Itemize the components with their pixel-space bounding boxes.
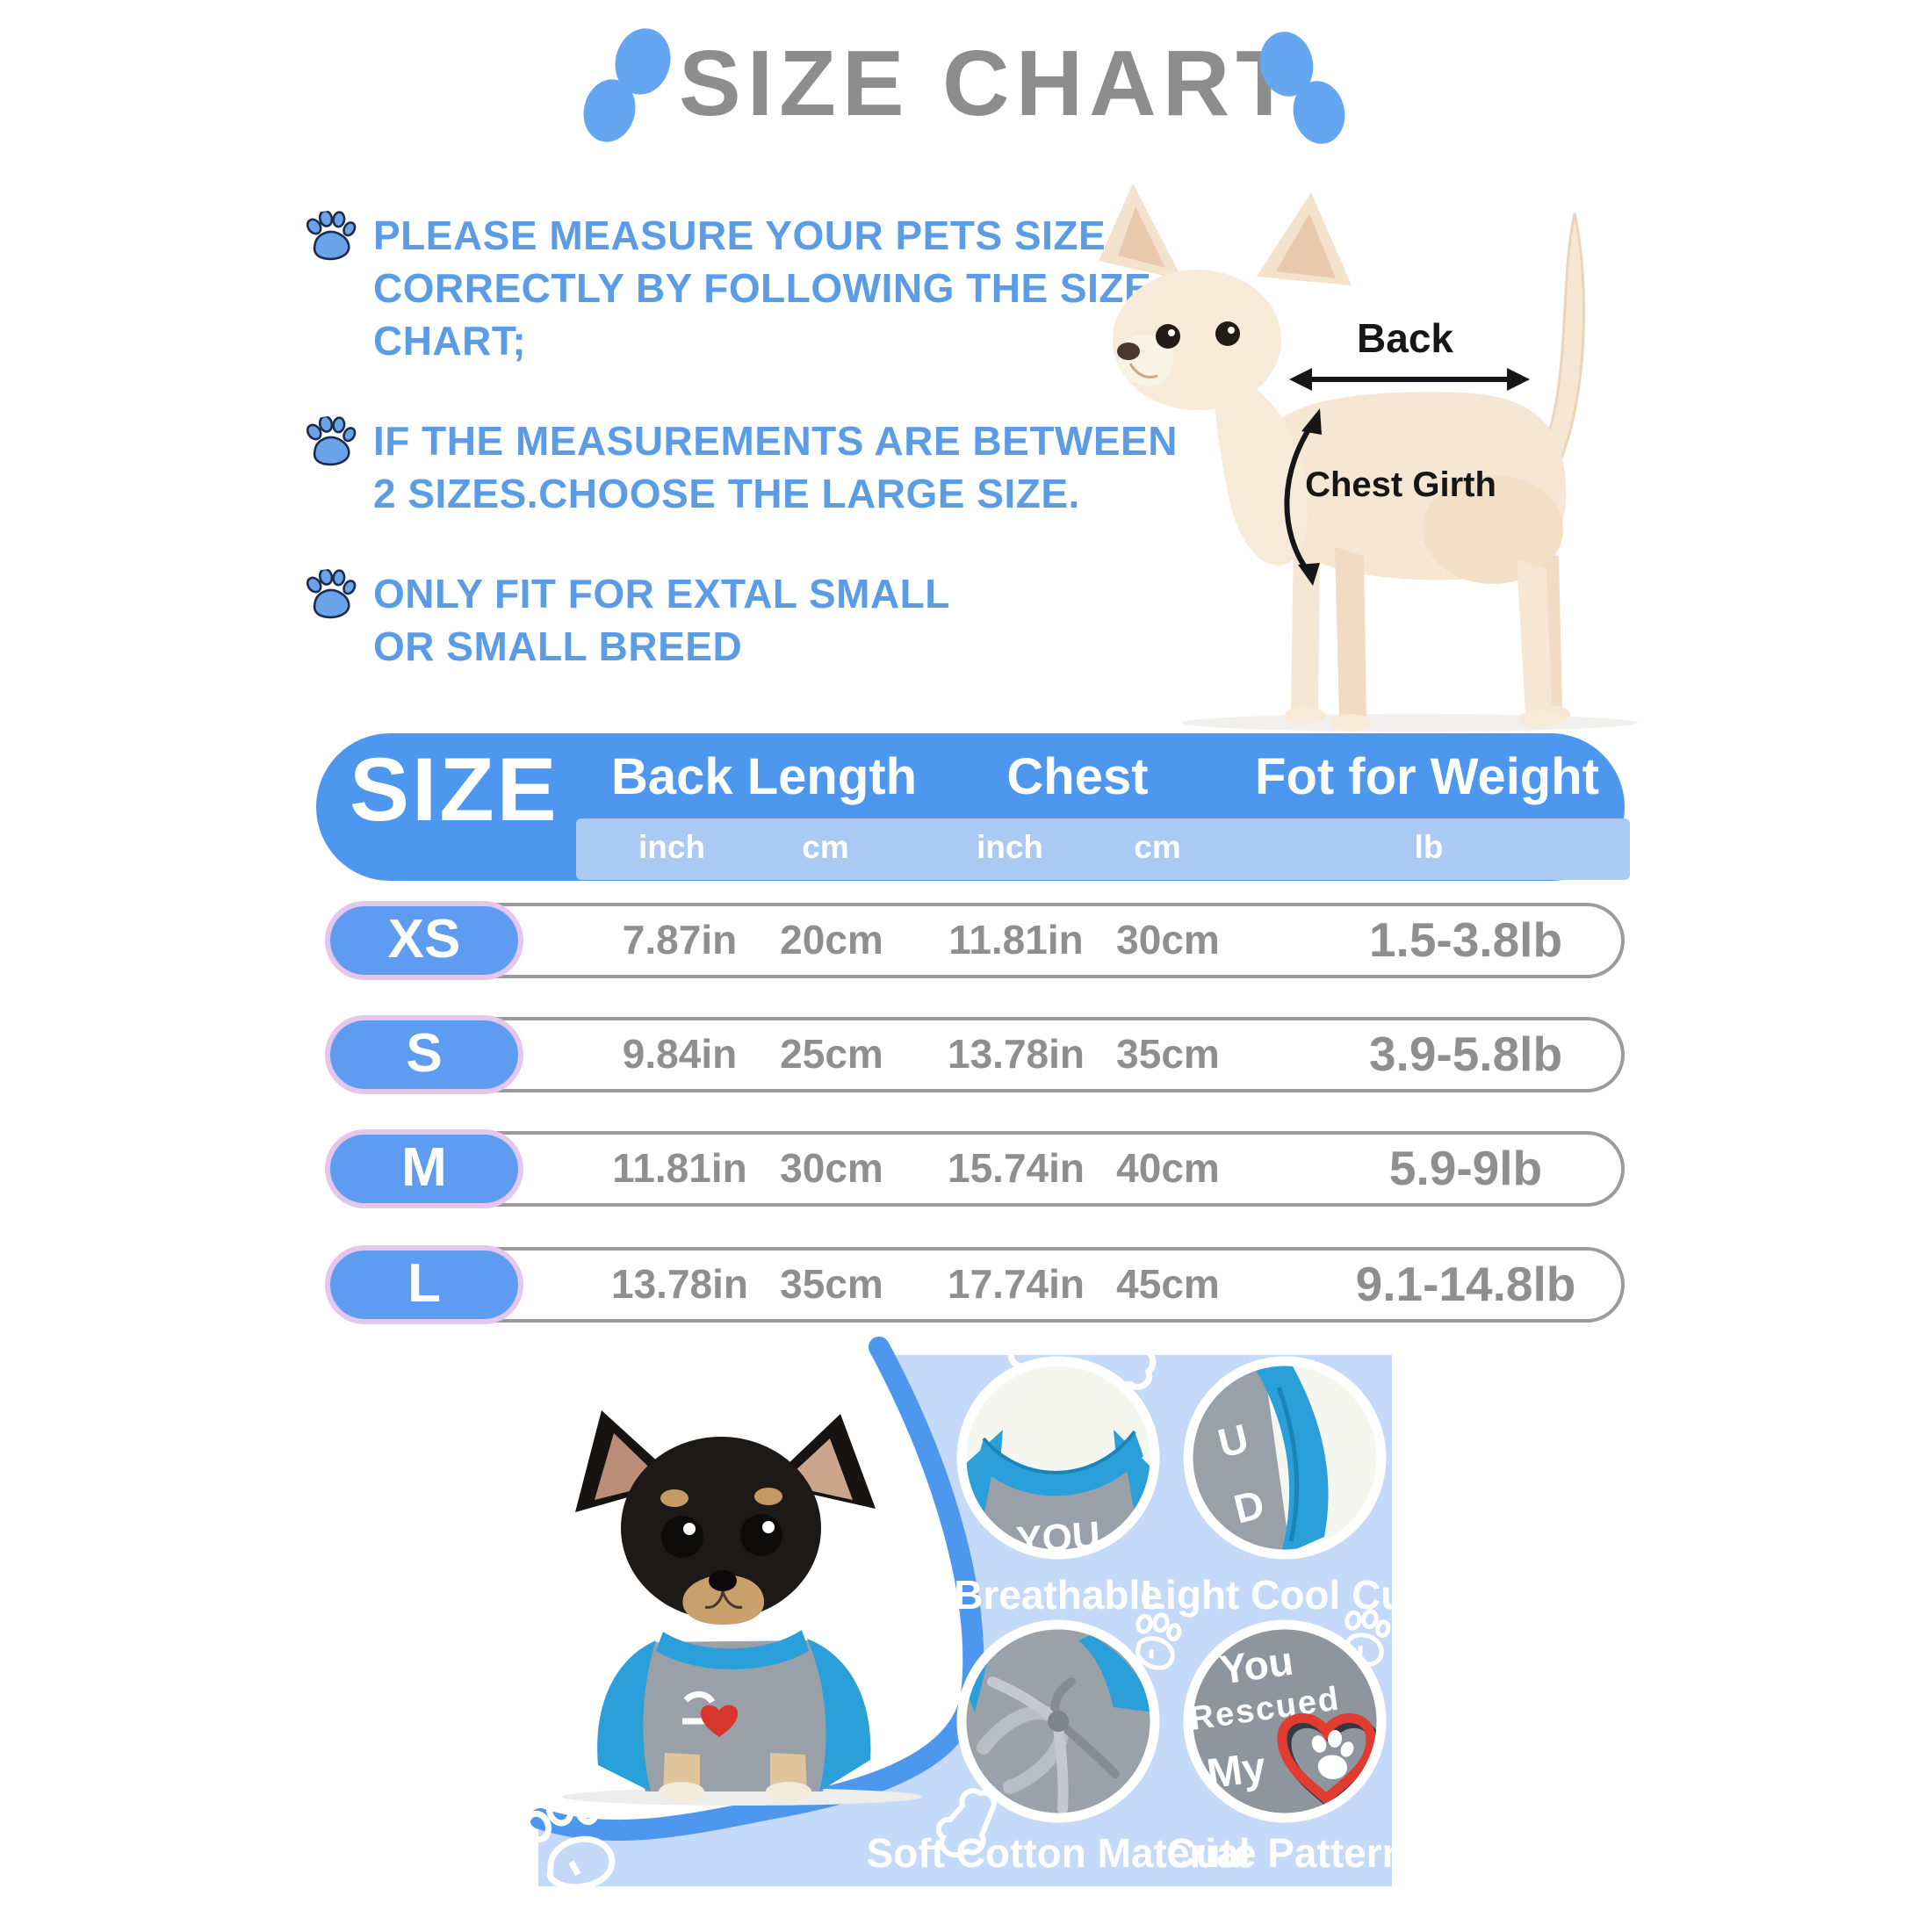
chest-inch-cell: 11.81in bbox=[948, 917, 1084, 962]
back-length-header: Back Length bbox=[610, 748, 918, 805]
back-length-inch-cell: 9.84in bbox=[622, 1031, 738, 1077]
note-item: PLEASE MEASURE YOUR PETS SIZE CORRECTLY … bbox=[303, 209, 1181, 367]
table-row: S 9.84in 25cm 13.78in 35cm 3.9-5.8lb bbox=[325, 1015, 1625, 1094]
puppy-eye bbox=[661, 1516, 703, 1558]
dog-nose bbox=[1117, 342, 1140, 360]
note-item: ONLY FIT FOR EXTAL SMALL OR SMALL BREED bbox=[303, 567, 1181, 673]
unit-label: cm bbox=[1134, 829, 1181, 865]
paw-outline-icon bbox=[523, 1793, 616, 1891]
back-length-cm-cell: 20cm bbox=[780, 917, 883, 962]
note-item: IF THE MEASUREMENTS ARE BETWEEN 2 SIZES.… bbox=[303, 415, 1181, 520]
size-column-header: SIZE bbox=[350, 739, 559, 840]
paw-icon bbox=[306, 209, 357, 261]
bone-outline-icon bbox=[1007, 1335, 1157, 1399]
back-length-inch-cell: 13.78in bbox=[611, 1261, 748, 1307]
page-title: SIZE CHART bbox=[679, 32, 1299, 135]
chest-inch-cell: 17.74in bbox=[948, 1261, 1085, 1307]
features-panel: YOU U D You Res bbox=[523, 1335, 1433, 1891]
back-length-inch-cell: 11.81in bbox=[612, 1145, 747, 1191]
table-row: M 11.81in 30cm 15.74in 40cm 5.9-9lb bbox=[325, 1129, 1625, 1208]
puppy-photo bbox=[562, 1410, 922, 1806]
weight-cell: 3.9-5.8lb bbox=[1368, 1027, 1563, 1081]
back-length-cm-cell: 25cm bbox=[780, 1031, 883, 1077]
cotton-photo bbox=[962, 1625, 1155, 1818]
chest-girth-arrow bbox=[1284, 408, 1322, 586]
back-length-cm-cell: 30cm bbox=[780, 1145, 883, 1191]
size-badge: L bbox=[325, 1245, 523, 1324]
weight-cell: 9.1-14.8lb bbox=[1355, 1257, 1576, 1311]
table-row: XS 7.87in 20cm 11.81in 30cm 1.5-3.8lb bbox=[325, 901, 1625, 980]
paw-icon bbox=[306, 567, 357, 619]
chest-cm-cell: 45cm bbox=[1116, 1261, 1220, 1307]
table-header: SIZE Back Length Chest Fot for Weight in… bbox=[316, 733, 1630, 881]
chest-header: Chest bbox=[1006, 748, 1149, 805]
unit-label: cm bbox=[802, 829, 849, 865]
cuff-photo: U D bbox=[1188, 1361, 1381, 1554]
weight-cell: 5.9-9lb bbox=[1388, 1141, 1543, 1195]
unit-label: lb bbox=[1414, 829, 1444, 865]
dog-eye bbox=[1215, 321, 1240, 346]
size-badge: M bbox=[325, 1129, 523, 1208]
fit-weight-header: Fot for Weight bbox=[1255, 748, 1599, 805]
chest-cm-cell: 30cm bbox=[1116, 917, 1220, 962]
puppy-eye bbox=[740, 1514, 782, 1556]
measure-notes: PLEASE MEASURE YOUR PETS SIZE CORRECTLY … bbox=[303, 209, 1181, 720]
note-text: IF THE MEASUREMENTS ARE BETWEEN 2 SIZES.… bbox=[373, 418, 1178, 516]
table-row: L 13.78in 35cm 17.74in 45cm 9.1-14.8lb bbox=[325, 1245, 1625, 1324]
dog-eye bbox=[1156, 324, 1180, 349]
feature-caption-cotton: Soft Cotton Material bbox=[867, 1830, 1251, 1876]
chest-inch-cell: 15.74in bbox=[948, 1145, 1085, 1191]
unit-label: inch bbox=[976, 829, 1044, 865]
chest-cm-cell: 40cm bbox=[1116, 1145, 1220, 1191]
title-row: SIZE CHART bbox=[0, 22, 1932, 149]
back-measure-arrow bbox=[1289, 368, 1530, 391]
feature-caption-breathable: Breathable bbox=[954, 1572, 1163, 1618]
chest-cm-cell: 35cm bbox=[1116, 1031, 1220, 1077]
unit-label: inch bbox=[638, 829, 706, 865]
bone-outline-icon bbox=[935, 1788, 997, 1858]
back-measure-label: Back bbox=[1357, 315, 1453, 361]
size-badge: S bbox=[325, 1015, 523, 1094]
panel-background bbox=[538, 1355, 1392, 1886]
units-subheader: inch cm inch cm lb bbox=[576, 818, 1630, 880]
swoosh-curve bbox=[530, 1337, 984, 1842]
size-badge: XS bbox=[325, 901, 523, 980]
paw-outline-icon bbox=[1135, 1612, 1182, 1670]
back-length-inch-cell: 7.87in bbox=[622, 917, 738, 962]
feature-caption-cuff: Light Cool Cuff bbox=[1141, 1572, 1433, 1618]
note-text: PLEASE MEASURE YOUR PETS SIZE CORRECTLY … bbox=[373, 213, 1152, 364]
paw-icon bbox=[306, 415, 357, 466]
note-text: ONLY FIT FOR EXTAL SMALL OR SMALL BREED bbox=[373, 571, 950, 669]
puppy-nose bbox=[709, 1570, 737, 1591]
chest-girth-label: Chest Girth bbox=[1305, 465, 1496, 504]
paw-dots-icon bbox=[1253, 26, 1351, 149]
back-length-cm-cell: 35cm bbox=[780, 1261, 883, 1307]
chest-inch-cell: 13.78in bbox=[948, 1031, 1085, 1077]
weight-cell: 1.5-3.8lb bbox=[1368, 912, 1563, 967]
paw-dots-icon bbox=[577, 22, 678, 148]
chihuahua-measurement-photo: Back Chest Girth bbox=[1099, 184, 1638, 732]
feature-caption-pattern: Cute Pattern bbox=[1166, 1830, 1406, 1876]
